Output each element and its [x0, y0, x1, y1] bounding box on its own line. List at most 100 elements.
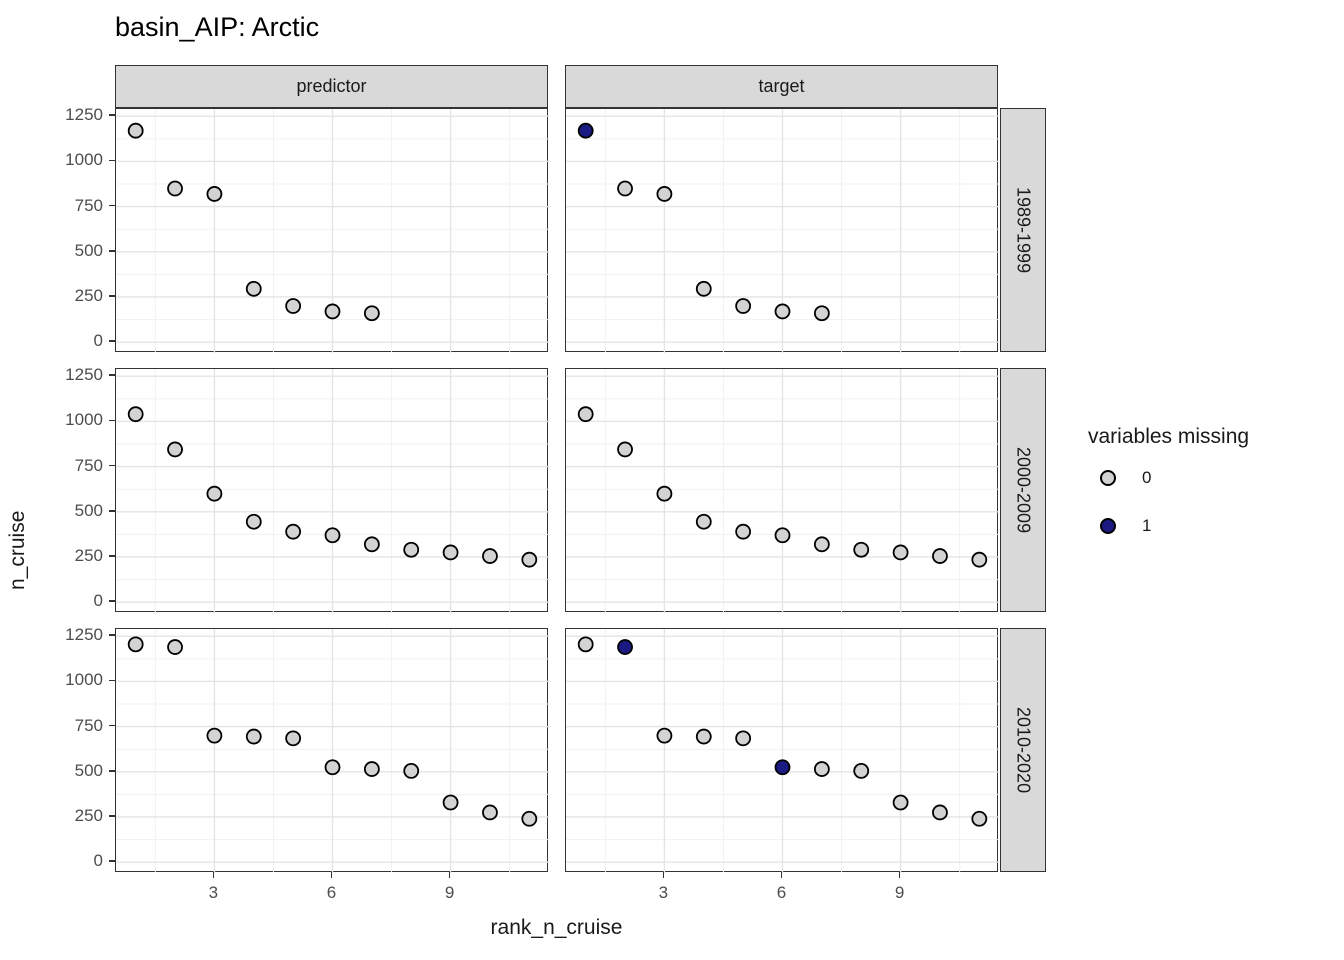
data-point — [324, 303, 341, 320]
y-tick-mark — [109, 769, 115, 772]
panel-target-2010-2020 — [565, 628, 999, 873]
facet-column-strip-target: target — [565, 65, 998, 108]
data-point — [577, 406, 594, 423]
data-point — [363, 536, 380, 553]
y-axis-title: n_cruise — [6, 510, 29, 590]
data-point — [127, 636, 144, 653]
y-tick-mark — [109, 860, 115, 862]
data-point — [617, 639, 633, 655]
data-point — [932, 548, 948, 564]
y-tick-mark — [109, 419, 115, 422]
y-tick-label: 750 — [74, 455, 103, 475]
data-point — [245, 280, 262, 297]
facet-row-strip-2000-2009: 2000-2009 — [1000, 368, 1046, 612]
data-point — [695, 513, 712, 530]
data-point — [735, 730, 752, 747]
data-point — [774, 759, 791, 776]
data-point — [403, 541, 420, 558]
x-tick-mark — [780, 872, 783, 878]
data-point — [403, 762, 420, 779]
data-point — [656, 186, 673, 202]
data-point — [656, 727, 673, 744]
y-tick-mark — [109, 464, 115, 467]
data-point — [206, 727, 223, 744]
data-point — [206, 186, 223, 202]
y-tick-mark — [109, 204, 115, 207]
data-point — [695, 280, 712, 297]
data-point — [617, 441, 633, 458]
y-tick-mark — [109, 114, 115, 117]
x-tick-mark — [662, 872, 665, 878]
y-tick-mark — [109, 295, 115, 297]
data-point — [813, 305, 830, 322]
data-point — [285, 730, 302, 747]
data-point — [127, 122, 144, 139]
data-point — [442, 794, 459, 811]
facet-row-strip-2010-2020: 2010-2020 — [1000, 628, 1046, 872]
x-tick-label: 9 — [444, 883, 455, 902]
data-point — [206, 485, 223, 502]
data-point — [324, 759, 341, 776]
y-tick-mark — [109, 724, 115, 727]
x-tick-mark — [330, 872, 333, 878]
y-tick-label: 250 — [74, 805, 103, 825]
data-point — [245, 728, 262, 745]
x-tick-mark — [212, 872, 215, 878]
data-point — [735, 523, 752, 540]
data-point — [167, 180, 183, 197]
panel-predictor-2000-2009 — [115, 368, 549, 613]
x-tick-label: 3 — [208, 883, 219, 902]
data-point — [521, 551, 538, 568]
panel-target-2000-2009 — [565, 368, 999, 613]
data-point — [735, 298, 752, 314]
data-point — [577, 122, 594, 139]
y-tick-label: 0 — [93, 331, 103, 351]
data-point — [482, 804, 498, 821]
y-tick-mark — [109, 249, 115, 252]
panel-predictor-2010-2020 — [115, 628, 549, 873]
data-point — [245, 513, 262, 530]
data-point — [695, 728, 712, 745]
data-point — [932, 804, 948, 821]
facet-column-strip-predictor: predictor — [115, 65, 548, 108]
y-tick-label: 1250 — [65, 625, 103, 645]
data-point — [127, 406, 144, 423]
panel-predictor-1989-1999 — [115, 108, 549, 353]
data-point — [813, 536, 830, 553]
legend-key-circle-icon — [1100, 470, 1116, 486]
data-point — [442, 544, 459, 561]
data-point — [617, 180, 633, 197]
data-point — [521, 810, 538, 827]
x-tick-mark — [898, 872, 901, 878]
data-point — [892, 794, 909, 811]
data-point — [971, 551, 988, 568]
data-point — [774, 303, 791, 320]
y-tick-label: 750 — [74, 715, 103, 735]
legend-item-label: 1 — [1142, 516, 1152, 535]
y-tick-label: 1000 — [65, 410, 103, 430]
legend-item-1: 1 — [1100, 515, 1338, 537]
data-point — [892, 544, 909, 561]
data-point — [285, 298, 302, 314]
y-tick-mark — [109, 679, 115, 682]
y-tick-label: 1000 — [65, 150, 103, 170]
y-tick-label: 500 — [74, 500, 103, 520]
y-tick-label: 1000 — [65, 670, 103, 690]
y-tick-mark — [109, 159, 115, 162]
y-tick-label: 0 — [93, 591, 103, 611]
y-tick-mark — [109, 340, 115, 342]
y-tick-label: 500 — [74, 240, 103, 260]
data-point — [853, 541, 870, 558]
x-tick-label: 6 — [776, 883, 787, 902]
y-tick-mark — [109, 600, 115, 602]
panel-target-1989-1999 — [565, 108, 999, 353]
plot-title: basin_AIP: Arctic — [115, 12, 320, 42]
x-tick-mark — [448, 872, 451, 878]
y-tick-mark — [109, 815, 115, 817]
x-tick-label: 3 — [658, 883, 669, 902]
x-tick-label: 9 — [894, 883, 905, 902]
